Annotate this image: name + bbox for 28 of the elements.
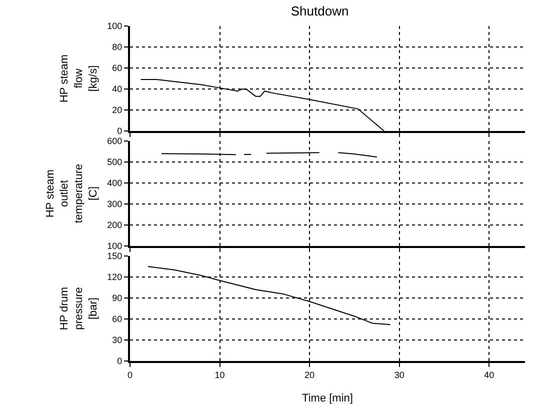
y-tick-label: 400 <box>107 178 122 188</box>
x-tick-label: 20 <box>304 370 315 380</box>
y-tick-label: 120 <box>107 272 122 282</box>
y-tick-label: 80 <box>112 42 122 52</box>
y-tick-label: 60 <box>112 314 122 324</box>
y-axis-title: HP steam flow [kg/s] <box>58 54 100 103</box>
x-tick-label: 10 <box>214 370 225 380</box>
y-tick-label: 0 <box>117 356 122 366</box>
y-tick-label: 60 <box>112 63 122 74</box>
x-axis-title: Time [min] <box>302 392 353 404</box>
x-tick-label: 40 <box>484 370 494 380</box>
y-tick-label: 300 <box>107 199 122 210</box>
x-tick-label: 30 <box>394 370 404 380</box>
y-tick-label: 90 <box>112 293 122 304</box>
y-tick-label: 100 <box>107 21 122 32</box>
y-tick-label: 500 <box>107 157 122 168</box>
y-tick-label: 600 <box>107 136 122 146</box>
x-tick-label: 0 <box>127 370 133 380</box>
y-tick-label: 200 <box>107 220 122 230</box>
y-tick-label: 40 <box>112 84 122 94</box>
y-tick-label: 20 <box>112 105 122 116</box>
y-tick-label: 30 <box>112 335 122 346</box>
y-tick-label: 0 <box>117 126 122 136</box>
y-tick-label: 100 <box>107 241 122 252</box>
y-axis-title: HP steam outlet temperature [C] <box>44 164 100 224</box>
chart-title: Shutdown <box>290 3 349 18</box>
y-axis-title: HP drum pressure [bar] <box>58 286 100 330</box>
y-tick-label: 150 <box>107 251 122 262</box>
